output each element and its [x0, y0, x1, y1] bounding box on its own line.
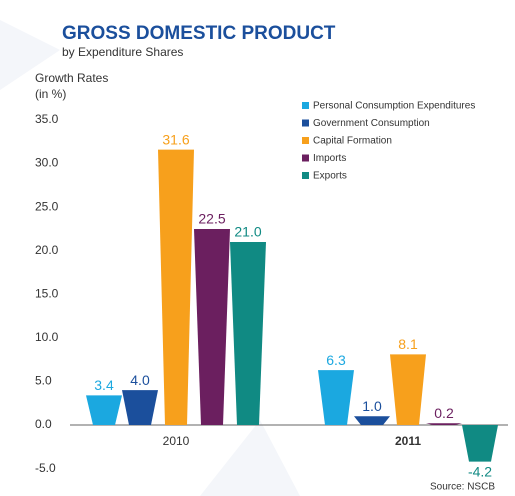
value-label: 1.0 — [362, 398, 382, 414]
bar — [230, 242, 266, 426]
value-label: 6.3 — [326, 352, 346, 368]
bar — [194, 228, 230, 426]
y-tick-label: 10.0 — [35, 330, 59, 344]
x-tick-label: 2010 — [163, 434, 190, 448]
bar — [122, 390, 158, 426]
legend-swatch — [302, 154, 309, 162]
legend-label: Personal Consumption Expenditures — [313, 101, 475, 112]
legend-swatch — [302, 137, 309, 144]
background-shape — [0, 20, 60, 90]
legend-label: Capital Formation — [313, 136, 392, 147]
legend-label: Exports — [313, 171, 347, 182]
bar — [158, 149, 194, 426]
source: Source: NSCB — [430, 482, 495, 493]
chart-title: GROSS DOMESTIC PRODUCT — [62, 23, 336, 44]
y-tick-label: 0.0 — [35, 417, 52, 431]
legend-label: Government Consumption — [313, 118, 430, 129]
bar — [462, 425, 498, 462]
chart-subtitle: by Expenditure Shares — [62, 45, 183, 59]
y-tick-label: -5.0 — [35, 461, 56, 475]
y-tick-label: 25.0 — [35, 199, 59, 213]
legend-label: Imports — [313, 153, 346, 164]
y-tick-label: 35.0 — [35, 112, 59, 126]
background-shape — [200, 420, 300, 496]
legend-swatch — [302, 172, 309, 179]
bar — [426, 423, 462, 426]
y-tick-label: 30.0 — [35, 156, 59, 170]
x-tick-label: 2011 — [395, 434, 421, 448]
legend-swatch — [302, 102, 309, 109]
y-tick-label: 5.0 — [35, 374, 52, 388]
value-label: 0.2 — [434, 405, 454, 421]
bar — [390, 354, 426, 426]
y-tick-label: 20.0 — [35, 243, 59, 257]
bar — [354, 416, 390, 426]
legend-swatch — [302, 119, 309, 127]
value-label: -4.2 — [468, 463, 492, 479]
bar — [318, 370, 354, 426]
value-label: 31.6 — [162, 131, 189, 147]
value-label: 8.1 — [398, 336, 418, 352]
value-label: 4.0 — [130, 372, 150, 388]
value-label: 22.5 — [198, 211, 225, 227]
value-label: 3.4 — [94, 377, 114, 393]
y-axis-label: Growth Rates — [35, 71, 108, 85]
value-label: 21.0 — [234, 224, 261, 240]
y-axis-label: (in %) — [35, 87, 66, 101]
bar — [86, 395, 122, 426]
y-tick-label: 15.0 — [35, 286, 59, 300]
